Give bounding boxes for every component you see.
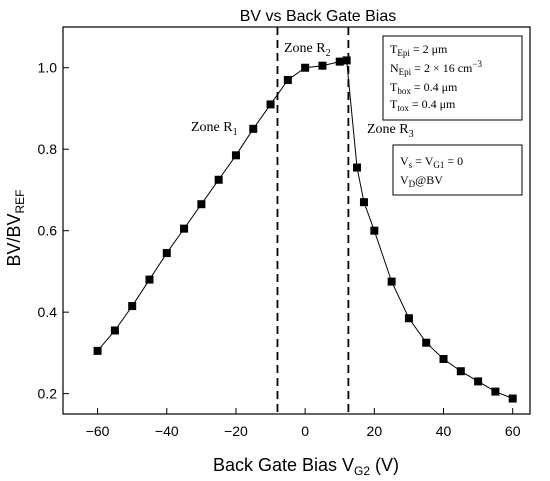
legend-t-tox: Ttox = 0.4 μm [390, 97, 456, 113]
data-point [301, 63, 310, 72]
bias-legend: Vs = VG1 = 0 VD@BV [400, 154, 463, 189]
legend-vd: VD@BV [400, 173, 443, 189]
data-point [162, 249, 171, 258]
data-point [266, 100, 275, 109]
legend-vs: Vs = VG1 = 0 [400, 154, 463, 170]
zone-label-r3: Zone R3 [367, 122, 414, 140]
y-axis: 0.2 0.4 0.6 0.8 1.0 [38, 60, 69, 402]
data-point [214, 175, 223, 184]
plot-frame [62, 26, 531, 415]
x-tick-label: −20 [224, 423, 248, 439]
y-tick-label: 0.6 [38, 223, 58, 239]
x-axis-label: Back Gate Bias VG2 (V) [213, 455, 399, 478]
x-tick-label: −40 [155, 423, 179, 439]
x-tick-label: −60 [86, 423, 110, 439]
x-tick-label: 20 [367, 423, 383, 439]
data-point [128, 302, 137, 311]
legend-n-epi: NEpi = 2 × 16 cm−3 [390, 59, 482, 77]
data-point [491, 387, 500, 396]
data-point [283, 75, 292, 84]
data-point [508, 394, 517, 403]
data-point [359, 198, 368, 207]
zone-boundaries [276, 27, 350, 414]
data-point [370, 226, 379, 235]
y-tick-label: 0.2 [38, 386, 58, 402]
zone-label-r1: Zone R1 [191, 120, 238, 138]
y-tick-label: 0.4 [38, 304, 58, 320]
data-point [474, 377, 483, 386]
data-point [404, 314, 413, 323]
data-point [231, 151, 240, 160]
bias-legend-box [392, 144, 523, 196]
data-point [145, 275, 154, 284]
data-point [422, 338, 431, 347]
data-point [110, 326, 119, 335]
x-tick-label: 0 [301, 423, 309, 439]
chart-title: BV vs Back Gate Bias [240, 8, 397, 25]
legend-t-box: Tbox = 0.4 μm [390, 80, 458, 96]
y-tick-label: 1.0 [38, 60, 58, 76]
legend-t-epi: TEpi = 2 μm [390, 42, 448, 58]
data-point [387, 277, 396, 286]
data-point [353, 163, 362, 172]
data-point [335, 57, 344, 66]
x-tick-label: 60 [505, 423, 521, 439]
data-point [318, 61, 327, 70]
parameter-legend: TEpi = 2 μm NEpi = 2 × 16 cm−3 Tbox = 0.… [390, 42, 482, 113]
y-axis-label: BV/BVREF [4, 189, 27, 266]
x-axis: −60 −40 −20 0 20 40 60 [86, 408, 521, 439]
data-series [93, 56, 517, 403]
data-point [342, 56, 351, 65]
x-tick-label: 40 [436, 423, 452, 439]
data-point [456, 367, 465, 376]
data-point [197, 200, 206, 209]
data-point [93, 346, 102, 355]
data-point [180, 224, 189, 233]
zone-label-r2: Zone R2 [284, 41, 331, 59]
parameter-legend-box [382, 35, 523, 121]
y-tick-label: 0.8 [38, 141, 58, 157]
data-point [439, 355, 448, 364]
data-point [249, 124, 258, 133]
